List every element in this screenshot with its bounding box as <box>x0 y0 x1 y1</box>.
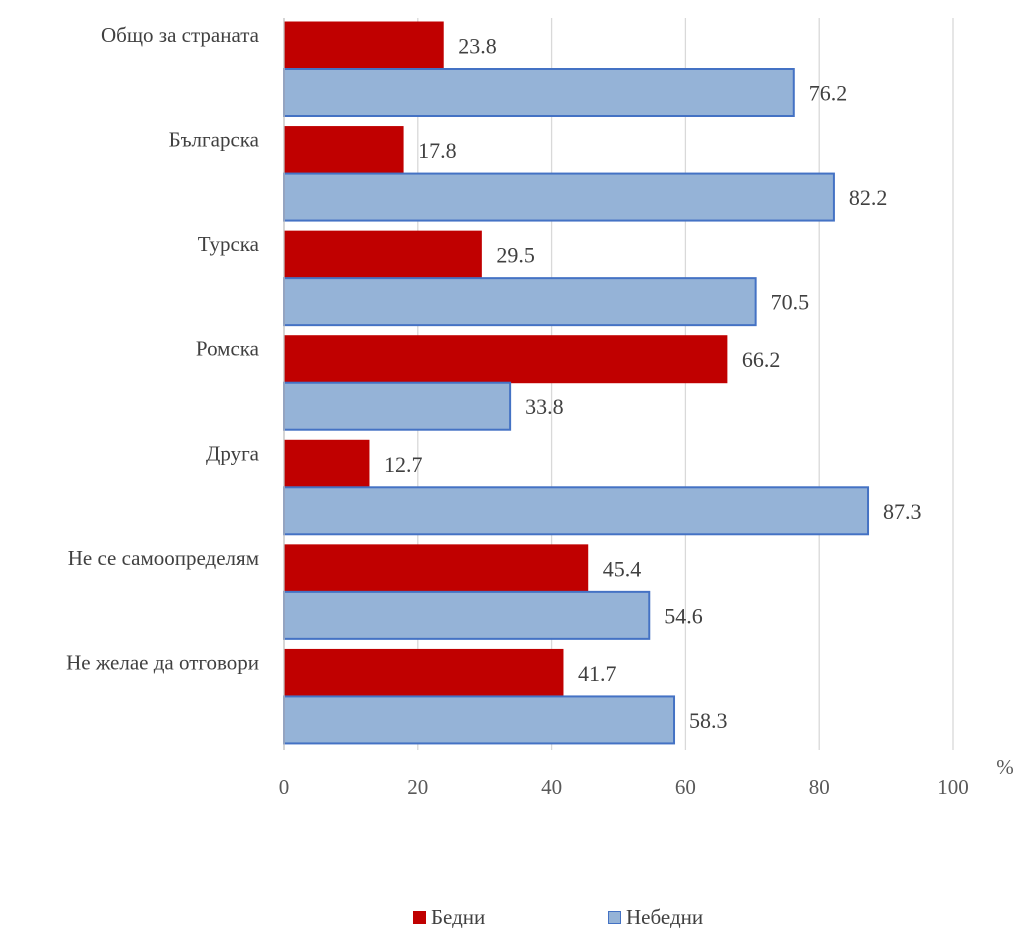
legend-label-nonpoor: Небедни <box>626 905 704 929</box>
data-label: 76.2 <box>809 81 848 106</box>
data-label: 66.2 <box>742 347 781 372</box>
bar-chart: 0 20 40 60 80 100 Общо за страната 23.8 76.2 Бълг… <box>66 18 1014 799</box>
x-tick-label: 20 <box>407 775 428 799</box>
labels: 0 20 40 60 80 100 Общо за страната 23.8 76.2 Бълг… <box>66 23 969 799</box>
x-tick-label: 80 <box>809 775 830 799</box>
bar-poor <box>283 648 564 697</box>
bar-poor <box>283 230 482 279</box>
data-label: 12.7 <box>384 452 423 477</box>
data-label: 82.2 <box>849 185 888 210</box>
legend: Бедни Небедни <box>0 905 1017 935</box>
bar-poor <box>283 21 444 70</box>
x-tick-label: 60 <box>675 775 696 799</box>
x-tick-label: 100 <box>937 775 969 799</box>
data-label: 17.8 <box>418 138 457 163</box>
legend-swatch-nonpoor <box>608 911 621 924</box>
x-tick-label: 40 <box>541 775 562 799</box>
category-label: Не желае да отговори <box>66 650 259 674</box>
bar-poor <box>283 544 589 593</box>
category-label: Ромска <box>196 337 260 361</box>
category-label: Българска <box>169 128 260 152</box>
legend-swatch-poor <box>413 911 426 924</box>
data-label: 70.5 <box>771 290 810 315</box>
data-label: 29.5 <box>496 243 534 268</box>
bar-nonpoor <box>283 68 795 117</box>
bar-nonpoor <box>283 486 870 536</box>
data-label: 41.7 <box>578 661 617 686</box>
data-label: 45.4 <box>603 556 642 581</box>
bars <box>283 21 870 745</box>
category-label: Общо за страната <box>101 23 260 47</box>
category-label: Друга <box>206 441 260 465</box>
data-label: 33.8 <box>525 394 564 419</box>
bar-poor <box>283 335 728 384</box>
bar-nonpoor <box>283 277 757 327</box>
bar-nonpoor <box>283 590 651 640</box>
legend-item-poor: Бедни <box>413 905 485 930</box>
legend-label-poor: Бедни <box>431 905 486 929</box>
bar-nonpoor <box>283 172 835 222</box>
data-label: 54.6 <box>664 603 703 628</box>
data-label: 58.3 <box>689 708 728 733</box>
category-label: Турска <box>198 232 260 256</box>
unit-label: % <box>996 755 1014 779</box>
bar-nonpoor <box>283 381 512 431</box>
bar-nonpoor <box>283 695 676 745</box>
bar-poor <box>283 126 404 175</box>
data-label: 87.3 <box>883 499 922 524</box>
legend-item-nonpoor: Небедни <box>608 905 703 930</box>
x-tick-label: 0 <box>279 775 290 799</box>
data-label: 23.8 <box>458 34 497 59</box>
bar-poor <box>283 439 370 488</box>
category-label: Не се самоопределям <box>68 546 259 570</box>
